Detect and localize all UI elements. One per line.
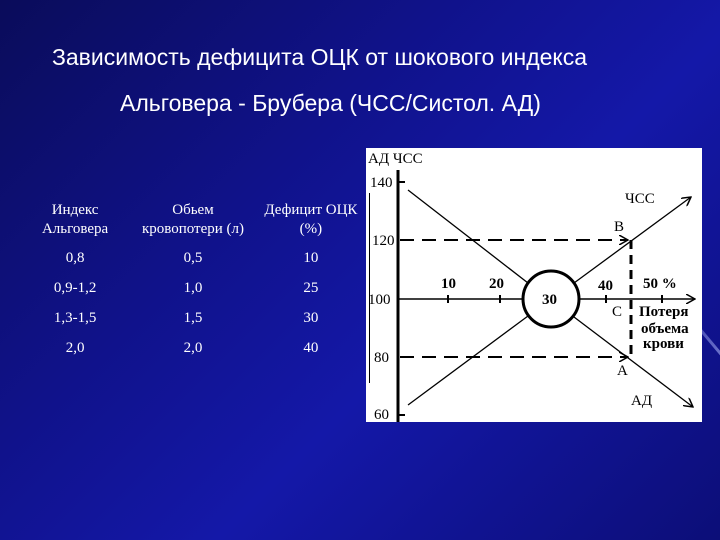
x-ticks [447, 295, 663, 303]
cell: 30 [303, 309, 319, 326]
bp-line-lower [573, 316, 693, 407]
cell: 1,5 [183, 309, 203, 326]
cell: 1,0 [183, 279, 203, 296]
point-b-label: B [614, 219, 624, 235]
cell: 2,0 [183, 339, 203, 356]
table-right-border [369, 193, 370, 383]
loss-label-line2: объема [641, 321, 689, 337]
y-tick-label: 120 [372, 233, 395, 249]
hr-line-lower [407, 315, 529, 406]
x-tick-label: 50 % [643, 276, 677, 292]
slide-title-line2: Альговера - Брубера (ЧСС/Систол. АД) [120, 90, 541, 116]
loss-label-line3: крови [643, 336, 684, 352]
bp-label: АД [631, 393, 652, 409]
hr-label: ЧСС [625, 191, 655, 207]
loss-label-line1: Потеря [639, 304, 688, 320]
axis-title: АД ЧСС [368, 151, 423, 167]
x-tick-label: 40 [598, 278, 613, 294]
y-tick-label: 140 [370, 175, 393, 191]
header-deficit: Дефицит ОЦК (%) [264, 202, 358, 237]
header-index: Индекс Альговера [41, 202, 109, 237]
table-row: 0,8 0,5 10 [17, 243, 369, 273]
y-tick-label: 80 [374, 350, 389, 366]
bp-line-upper [407, 189, 529, 284]
cell: 0,9-1,2 [53, 279, 97, 296]
y-tick-label: 60 [374, 407, 389, 423]
table-header-row: Индекс Альговера Обьем кровопотери (л) Д… [17, 193, 369, 243]
cell: 25 [303, 279, 319, 296]
algover-index-table: Индекс Альговера Обьем кровопотери (л) Д… [17, 193, 369, 363]
y-ticks [398, 181, 405, 416]
table-row: 1,3-1,5 1,5 30 [17, 303, 369, 333]
cell: 10 [303, 249, 319, 266]
x-tick-label: 10 [441, 276, 456, 292]
header-volume: Обьем кровопотери (л) [141, 202, 245, 237]
cell: 2,0 [65, 339, 85, 356]
cell: 0,8 [65, 249, 85, 266]
cell: 0,5 [183, 249, 203, 266]
critical-point-circle [521, 269, 581, 329]
y-tick-label: 100 [368, 292, 391, 308]
point-a-label: A [617, 363, 628, 379]
x-tick-label: 20 [489, 276, 504, 292]
cell: 1,3-1,5 [53, 309, 97, 326]
table-row: 0,9-1,2 1,0 25 [17, 273, 369, 303]
table-row: 2,0 2,0 40 [17, 333, 369, 363]
x-tick-label-30: 30 [542, 292, 557, 308]
cell: 40 [303, 339, 319, 356]
slide-title-line1: Зависимость дефицита ОЦК от шокового инд… [52, 44, 588, 70]
point-c-label: C [612, 304, 622, 320]
